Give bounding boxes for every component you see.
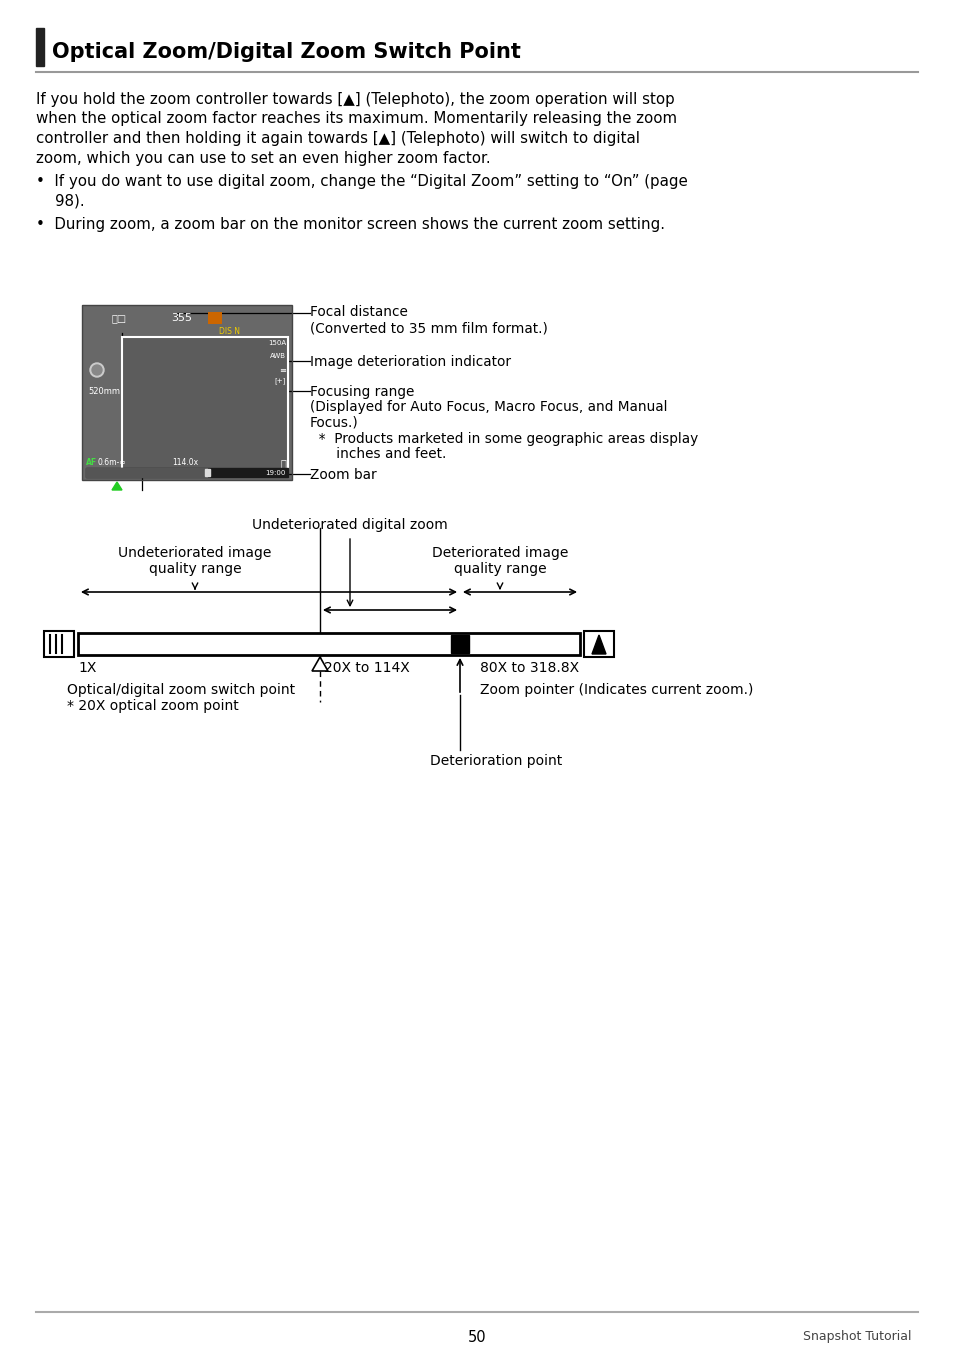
Text: 80X to 318.8X: 80X to 318.8X <box>479 661 578 674</box>
Bar <box>122 337 288 476</box>
Circle shape <box>91 365 102 375</box>
Text: 19:00: 19:00 <box>265 470 286 476</box>
Text: If you hold the zoom controller towards [▲] (Telephoto), the zoom operation will: If you hold the zoom controller towards … <box>36 92 674 107</box>
Text: [+]: [+] <box>274 377 286 384</box>
Text: Image deterioration indicator: Image deterioration indicator <box>310 356 511 369</box>
Text: Zoom pointer (Indicates current zoom.): Zoom pointer (Indicates current zoom.) <box>479 683 753 697</box>
Text: 50: 50 <box>467 1330 486 1345</box>
Text: Snapshot Tutorial: Snapshot Tutorial <box>802 1330 911 1343</box>
Text: DIS N: DIS N <box>219 327 240 337</box>
Text: 150A: 150A <box>268 341 286 346</box>
Text: •  During zoom, a zoom bar on the monitor screen shows the current zoom setting.: • During zoom, a zoom bar on the monitor… <box>36 217 664 232</box>
Bar <box>44 631 74 657</box>
Text: when the optical zoom factor reaches its maximum. Momentarily releasing the zoom: when the optical zoom factor reaches its… <box>36 111 677 126</box>
Text: ⌕□: ⌕□ <box>112 313 127 323</box>
Text: 1X: 1X <box>78 661 96 674</box>
Bar <box>78 632 579 655</box>
Text: (Displayed for Auto Focus, Macro Focus, and Manual: (Displayed for Auto Focus, Macro Focus, … <box>310 400 667 414</box>
Text: Optical Zoom/Digital Zoom Switch Point: Optical Zoom/Digital Zoom Switch Point <box>52 42 520 62</box>
Text: 20X to 114X: 20X to 114X <box>324 661 410 674</box>
Bar <box>583 631 614 657</box>
Text: Deterioration point: Deterioration point <box>430 754 561 768</box>
Text: Undeteriorated digital zoom: Undeteriorated digital zoom <box>252 518 447 532</box>
Bar <box>451 635 469 653</box>
Text: •  If you do want to use digital zoom, change the “Digital Zoom” setting to “On”: • If you do want to use digital zoom, ch… <box>36 174 687 189</box>
Text: controller and then holding it again towards [▲] (Telephoto) will switch to digi: controller and then holding it again tow… <box>36 132 639 147</box>
Text: Zoom bar: Zoom bar <box>310 468 376 482</box>
Bar <box>86 468 288 478</box>
Text: AF: AF <box>86 459 97 467</box>
Text: zoom, which you can use to set an even higher zoom factor.: zoom, which you can use to set an even h… <box>36 151 490 166</box>
Text: 520mm: 520mm <box>88 387 120 396</box>
Text: Focus.): Focus.) <box>310 417 358 430</box>
Text: *  Products marketed in some geographic areas display: * Products marketed in some geographic a… <box>310 432 698 445</box>
Text: AWB: AWB <box>270 353 286 360</box>
Bar <box>205 470 210 476</box>
Text: Focal distance: Focal distance <box>310 305 408 319</box>
Text: Focusing range: Focusing range <box>310 385 414 399</box>
Text: Deteriorated image
quality range: Deteriorated image quality range <box>432 546 568 577</box>
Polygon shape <box>112 482 122 490</box>
Text: (Converted to 35 mm film format.): (Converted to 35 mm film format.) <box>310 322 547 335</box>
Text: 114.0x: 114.0x <box>172 459 198 467</box>
Text: 0.6m-∞: 0.6m-∞ <box>98 459 127 467</box>
Text: Optical/digital zoom switch point
* 20X optical zoom point: Optical/digital zoom switch point * 20X … <box>67 683 294 714</box>
Text: ⓘ: ⓘ <box>280 459 286 468</box>
Text: 98).: 98). <box>36 194 85 209</box>
Bar <box>86 468 207 478</box>
Bar <box>208 312 222 324</box>
Text: inches and feet.: inches and feet. <box>310 446 446 461</box>
Polygon shape <box>592 635 605 654</box>
Bar <box>36 28 44 66</box>
Circle shape <box>90 364 104 377</box>
Text: Undeteriorated image
quality range: Undeteriorated image quality range <box>118 546 272 577</box>
Bar <box>82 305 292 480</box>
Polygon shape <box>312 657 328 670</box>
Text: 355: 355 <box>172 313 193 323</box>
Text: ≡: ≡ <box>278 366 286 375</box>
Bar <box>82 305 292 480</box>
